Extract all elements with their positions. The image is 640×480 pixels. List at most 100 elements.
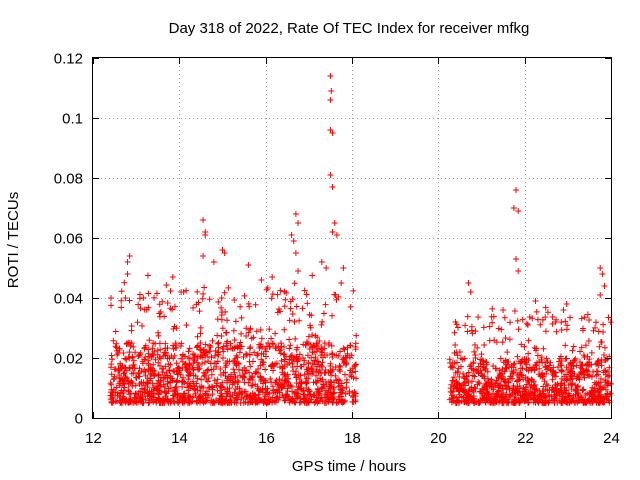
- data-point: [290, 367, 297, 374]
- data-point: [246, 326, 253, 333]
- data-point: [249, 390, 256, 397]
- data-point: [243, 325, 250, 332]
- data-point: [349, 365, 356, 372]
- data-point: [581, 374, 588, 381]
- data-point: [247, 344, 254, 351]
- data-point: [578, 344, 585, 351]
- data-point: [534, 316, 541, 323]
- data-point: [120, 370, 127, 377]
- data-point: [537, 321, 544, 328]
- data-point: [277, 340, 284, 347]
- data-point: [564, 399, 571, 406]
- data-point: [123, 367, 130, 374]
- data-point: [304, 379, 311, 386]
- data-point: [586, 361, 593, 368]
- data-point: [549, 314, 556, 321]
- data-point: [204, 353, 211, 360]
- data-point: [252, 370, 259, 377]
- data-point: [289, 398, 296, 405]
- data-point: [318, 362, 325, 369]
- data-point: [573, 362, 580, 369]
- data-point: [559, 367, 566, 374]
- data-point: [201, 284, 208, 291]
- data-point: [155, 329, 162, 336]
- data-point: [120, 390, 127, 397]
- data-point: [470, 388, 477, 395]
- data-point: [296, 384, 303, 391]
- data-point: [128, 327, 135, 334]
- data-point: [349, 398, 356, 405]
- data-point: [183, 322, 190, 329]
- x-tick-label: 16: [258, 430, 275, 447]
- data-point: [118, 365, 125, 372]
- data-point: [175, 364, 182, 371]
- data-point: [259, 389, 266, 396]
- data-point: [568, 372, 575, 379]
- data-point: [333, 352, 340, 359]
- data-point: [536, 395, 543, 402]
- y-tick-label: 0.12: [54, 51, 83, 68]
- data-point: [328, 395, 335, 402]
- data-point: [555, 358, 562, 365]
- data-point: [591, 395, 598, 402]
- data-point: [309, 272, 316, 279]
- data-point: [200, 217, 207, 223]
- data-point: [137, 305, 144, 312]
- data-point: [110, 376, 117, 383]
- data-point: [595, 358, 602, 365]
- data-point: [253, 328, 260, 335]
- data-point: [575, 374, 582, 381]
- data-point: [481, 383, 488, 390]
- data-point: [116, 345, 123, 352]
- data-point: [579, 362, 586, 369]
- data-point: [346, 371, 353, 378]
- data-point: [522, 359, 529, 366]
- data-point: [207, 348, 214, 355]
- data-point: [114, 390, 121, 397]
- data-point: [530, 378, 537, 385]
- data-point: [309, 332, 316, 339]
- data-point: [248, 382, 255, 389]
- data-point: [575, 382, 582, 389]
- data-point: [313, 394, 320, 401]
- data-point: [570, 363, 577, 370]
- data-point: [563, 326, 570, 333]
- data-point: [276, 376, 283, 383]
- data-point: [236, 361, 243, 368]
- data-point: [115, 365, 122, 372]
- data-point: [217, 366, 224, 373]
- data-point: [124, 271, 131, 277]
- data-point: [186, 355, 193, 362]
- data-point: [127, 390, 134, 397]
- data-point: [307, 324, 314, 331]
- grid-lines: [93, 58, 611, 418]
- data-point: [505, 364, 512, 371]
- data-point: [269, 394, 276, 401]
- data-point: [347, 342, 354, 349]
- data-point: [188, 399, 195, 406]
- data-point: [515, 268, 522, 274]
- data-point: [319, 376, 326, 383]
- data-point: [316, 337, 323, 344]
- data-point: [246, 369, 253, 376]
- data-point: [520, 384, 527, 391]
- data-point: [569, 380, 576, 387]
- data-point: [219, 325, 226, 332]
- data-point: [595, 380, 602, 387]
- y-tick-label: 0.08: [54, 171, 83, 188]
- data-point: [206, 296, 213, 303]
- data-point: [329, 130, 336, 136]
- data-point: [256, 388, 263, 395]
- x-tick-label: 14: [171, 430, 188, 447]
- data-point: [506, 393, 513, 400]
- y-axis-label: ROTI / TECUs: [5, 192, 22, 288]
- data-point: [604, 373, 611, 380]
- data-point: [208, 371, 215, 378]
- data-point: [586, 316, 593, 323]
- data-point: [569, 359, 576, 366]
- data-point: [241, 292, 248, 299]
- data-point: [308, 312, 315, 319]
- data-point: [127, 343, 134, 350]
- data-point: [333, 232, 340, 238]
- data-point: [505, 379, 512, 386]
